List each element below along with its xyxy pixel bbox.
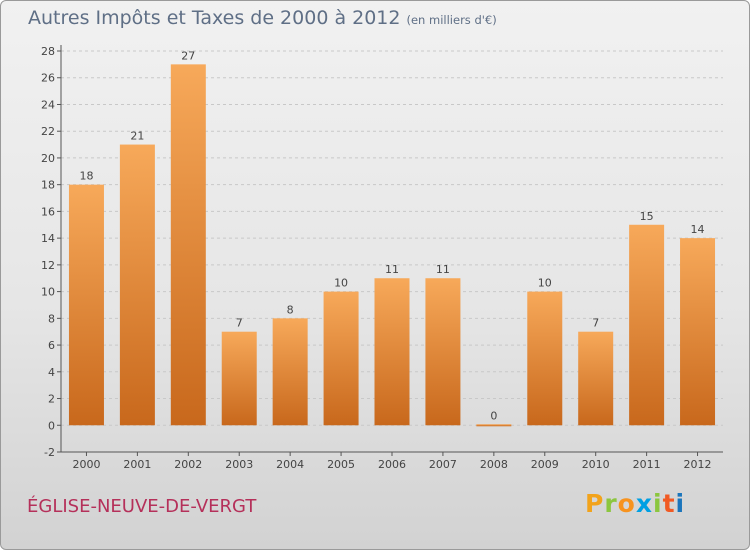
y-tick-label: 26 [41, 72, 55, 85]
value-label-2003: 7 [236, 317, 243, 330]
x-tick-label-2008: 2008 [480, 458, 508, 471]
y-tick-label: 20 [41, 152, 55, 165]
x-tick-label-2006: 2006 [378, 458, 406, 471]
bar-2005 [323, 291, 359, 426]
logo-letter: P [585, 489, 605, 518]
x-tick-label-2012: 2012 [684, 458, 712, 471]
chart-title: Autres Impôts et Taxes de 2000 à 2012 (en… [28, 7, 497, 29]
bar-2009 [527, 291, 563, 426]
x-tick-label-2005: 2005 [327, 458, 355, 471]
y-tick-label: -2 [44, 446, 55, 459]
y-tick-label: 24 [41, 98, 55, 111]
logo-letter: t [662, 489, 676, 518]
y-tick-label: 2 [48, 393, 55, 406]
x-tick-label-2007: 2007 [429, 458, 457, 471]
bar-2008 [476, 424, 512, 427]
y-tick-label: 14 [41, 232, 55, 245]
value-label-2012: 14 [691, 223, 705, 236]
logo-letter: x [635, 489, 653, 518]
value-label-2007: 11 [436, 263, 450, 276]
logo-letter: i [675, 489, 686, 518]
bar-2010 [578, 331, 614, 426]
value-label-2000: 18 [79, 170, 93, 183]
bar-2002 [170, 64, 206, 426]
y-tick-label: 10 [41, 286, 55, 299]
bar-2011 [629, 224, 665, 426]
x-tick-label-2000: 2000 [72, 458, 100, 471]
y-tick-label: 0 [48, 419, 55, 432]
x-tick-label-2010: 2010 [582, 458, 610, 471]
value-label-2010: 7 [592, 317, 599, 330]
y-tick-label: 4 [48, 366, 55, 379]
bars [68, 64, 716, 427]
bar-2007 [425, 278, 461, 426]
unit-subtitle: (en milliers d'€) [406, 13, 497, 27]
value-label-2008: 0 [490, 409, 497, 422]
y-tick-label: 6 [48, 339, 55, 352]
x-tick-label-2001: 2001 [123, 458, 151, 471]
y-tick-label: 28 [41, 45, 55, 58]
y-tick-label: 18 [41, 179, 55, 192]
value-label-2011: 15 [640, 210, 654, 223]
bar-2006 [374, 278, 410, 426]
y-tick-label: 16 [41, 205, 55, 218]
y-tick-label: 22 [41, 125, 55, 138]
x-tick-label-2002: 2002 [174, 458, 202, 471]
value-label-2001: 21 [130, 130, 144, 143]
y-tick-label: 8 [48, 312, 55, 325]
value-label-2005: 10 [334, 277, 348, 290]
x-tick-label-2004: 2004 [276, 458, 304, 471]
logo-letter: o [617, 489, 636, 518]
title-text: Autres Impôts et Taxes de 2000 à 2012 [28, 7, 401, 29]
bar-2004 [272, 318, 308, 426]
labels: 18 21 27 7 8 10 11 11 0 10 7 15 14 [79, 49, 704, 422]
proxiti-logo: Proxiti [585, 489, 685, 518]
bar-2003 [221, 331, 257, 426]
y-tick-label: 12 [41, 259, 55, 272]
value-label-2004: 8 [287, 303, 294, 316]
bar-2012 [680, 238, 716, 426]
bar-2000 [68, 184, 104, 426]
x-tick-label-2003: 2003 [225, 458, 253, 471]
logo-letter: i [653, 489, 663, 518]
x-tick-label-2009: 2009 [531, 458, 559, 471]
value-label-2006: 11 [385, 263, 399, 276]
logo-letter: r [604, 489, 618, 518]
bar-2001 [119, 144, 155, 426]
commune-name: ÉGLISE-NEUVE-DE-VERGT [27, 496, 257, 517]
value-label-2002: 27 [181, 49, 195, 62]
x-tick-label-2011: 2011 [633, 458, 661, 471]
value-label-2009: 10 [538, 277, 552, 290]
